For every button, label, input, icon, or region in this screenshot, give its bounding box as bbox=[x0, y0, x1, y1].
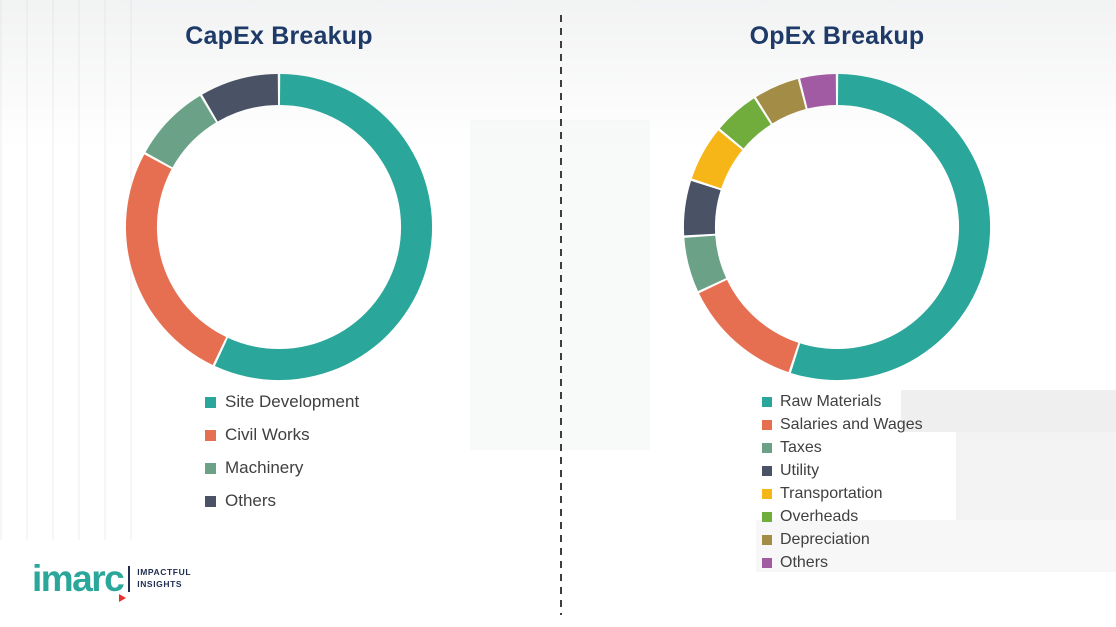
donut-segment-civil-works bbox=[125, 154, 227, 365]
legend-item: Others bbox=[205, 491, 359, 511]
imarc-logo: imarc IMPACTFUL INSIGHTS bbox=[32, 558, 191, 602]
logo-tagline-line2: INSIGHTS bbox=[137, 578, 183, 589]
logo-red-accent-icon bbox=[119, 594, 126, 602]
donut-segment-transportation bbox=[691, 130, 743, 189]
opex-donut-svg bbox=[683, 73, 991, 381]
legend-swatch-icon bbox=[762, 442, 772, 453]
legend-swatch-icon bbox=[205, 495, 216, 507]
legend-label: Others bbox=[225, 491, 277, 510]
legend-label: Depreciation bbox=[780, 531, 870, 548]
donut-segment-depreciation bbox=[756, 79, 806, 124]
legend-swatch-icon bbox=[205, 396, 216, 408]
legend-item: Transportation bbox=[762, 484, 923, 503]
logo-tagline-line1: IMPACTFUL bbox=[137, 567, 192, 578]
legend-label: Others bbox=[780, 554, 829, 571]
donut-segment-machinery bbox=[145, 95, 217, 168]
legend-item: Civil Works bbox=[205, 425, 359, 445]
legend-item: Salaries and Wages bbox=[762, 415, 923, 434]
donut-segment-others bbox=[202, 73, 279, 122]
imarc-logo-text: imarc bbox=[32, 558, 125, 599]
legend-swatch-icon bbox=[762, 396, 772, 407]
legend-item: Taxes bbox=[762, 438, 923, 457]
legend-label: Raw Materials bbox=[780, 393, 882, 410]
capex-donut-svg bbox=[125, 73, 433, 381]
capex-donut-chart bbox=[124, 72, 434, 387]
donut-segment-salaries-and-wages bbox=[699, 279, 799, 373]
legend-label: Transportation bbox=[780, 485, 883, 502]
legend-item: Utility bbox=[762, 461, 923, 480]
donut-segment-utility bbox=[683, 180, 721, 236]
donut-segment-raw-materials bbox=[790, 73, 991, 381]
legend-label: Overheads bbox=[780, 508, 859, 525]
legend-item: Others bbox=[762, 553, 923, 572]
legend-label: Civil Works bbox=[225, 425, 310, 444]
vertical-dashed-divider bbox=[560, 15, 562, 615]
legend-item: Raw Materials bbox=[762, 392, 923, 411]
opex-donut-chart bbox=[682, 72, 992, 387]
donut-segment-site-development bbox=[214, 73, 433, 381]
donut-segment-overheads bbox=[719, 98, 771, 149]
legend-label: Site Development bbox=[225, 392, 360, 411]
legend-swatch-icon bbox=[205, 429, 216, 441]
legend-swatch-icon bbox=[762, 511, 772, 522]
logo-tagline: IMPACTFUL INSIGHTS bbox=[137, 567, 191, 590]
donut-segment-others bbox=[800, 73, 837, 109]
legend-item: Overheads bbox=[762, 507, 923, 526]
legend-swatch-icon bbox=[762, 419, 772, 430]
legend-item: Site Development bbox=[205, 392, 359, 412]
donut-segment-taxes bbox=[684, 235, 727, 292]
legend-swatch-icon bbox=[762, 465, 772, 476]
legend-item: Machinery bbox=[205, 458, 359, 478]
legend-label: Taxes bbox=[780, 439, 822, 456]
legend-label: Machinery bbox=[225, 458, 304, 477]
legend-swatch-icon bbox=[205, 462, 216, 474]
opex-legend: Raw Materials Salaries and Wages Taxes Util… bbox=[762, 392, 923, 576]
logo-divider-bar bbox=[128, 565, 131, 592]
legend-swatch-icon bbox=[762, 557, 772, 568]
capex-chart-title: CapEx Breakup bbox=[185, 22, 373, 50]
legend-swatch-icon bbox=[762, 488, 772, 499]
legend-label: Salaries and Wages bbox=[780, 416, 923, 433]
opex-chart-title: OpEx Breakup bbox=[749, 22, 925, 50]
legend-label: Utility bbox=[780, 462, 820, 479]
capex-legend: Site Development Civil Works Machinery Othe… bbox=[205, 392, 359, 524]
legend-item: Depreciation bbox=[762, 530, 923, 549]
opex-chart-section: OpEx Breakup Raw Materials Salaries and W… bbox=[558, 0, 1116, 627]
legend-swatch-icon bbox=[762, 534, 772, 545]
capex-chart-section: CapEx Breakup Site Development Civil Work… bbox=[124, 22, 434, 524]
